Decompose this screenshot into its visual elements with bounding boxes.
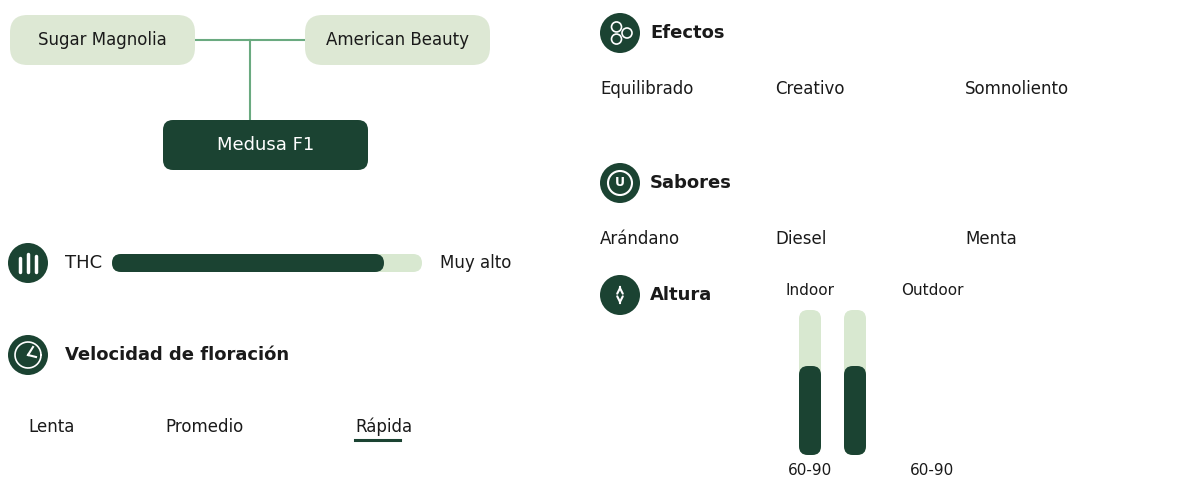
Text: Somnoliento: Somnoliento: [965, 80, 1069, 98]
FancyBboxPatch shape: [844, 310, 866, 455]
Text: Efectos: Efectos: [650, 24, 725, 42]
Text: Promedio: Promedio: [166, 418, 244, 436]
FancyBboxPatch shape: [112, 254, 422, 272]
FancyBboxPatch shape: [305, 15, 490, 65]
FancyBboxPatch shape: [163, 120, 368, 170]
FancyBboxPatch shape: [112, 254, 384, 272]
Text: Velocidad de floración: Velocidad de floración: [65, 346, 289, 364]
FancyBboxPatch shape: [799, 366, 821, 455]
Text: American Beauty: American Beauty: [326, 31, 469, 49]
Text: Altura: Altura: [650, 286, 713, 304]
FancyBboxPatch shape: [10, 15, 194, 65]
Text: THC: THC: [65, 254, 102, 272]
Text: Creativo: Creativo: [775, 80, 845, 98]
Text: 60-90: 60-90: [788, 463, 832, 478]
Text: Rápida: Rápida: [355, 418, 412, 436]
Text: Muy alto: Muy alto: [440, 254, 511, 272]
Text: 60-90: 60-90: [910, 463, 954, 478]
Text: Outdoor: Outdoor: [901, 283, 964, 298]
Circle shape: [600, 163, 640, 203]
Text: Diesel: Diesel: [775, 230, 827, 248]
Text: Sabores: Sabores: [650, 174, 732, 192]
Text: Equilibrado: Equilibrado: [600, 80, 694, 98]
Text: Menta: Menta: [965, 230, 1016, 248]
Circle shape: [8, 243, 48, 283]
Circle shape: [8, 335, 48, 375]
Circle shape: [600, 13, 640, 53]
Text: Medusa F1: Medusa F1: [217, 136, 314, 154]
Text: Sugar Magnolia: Sugar Magnolia: [38, 31, 167, 49]
FancyBboxPatch shape: [799, 310, 821, 455]
Text: Lenta: Lenta: [28, 418, 74, 436]
Text: Indoor: Indoor: [786, 283, 834, 298]
FancyBboxPatch shape: [844, 366, 866, 455]
Text: Arándano: Arándano: [600, 230, 680, 248]
Circle shape: [600, 275, 640, 315]
Text: U: U: [616, 177, 625, 190]
